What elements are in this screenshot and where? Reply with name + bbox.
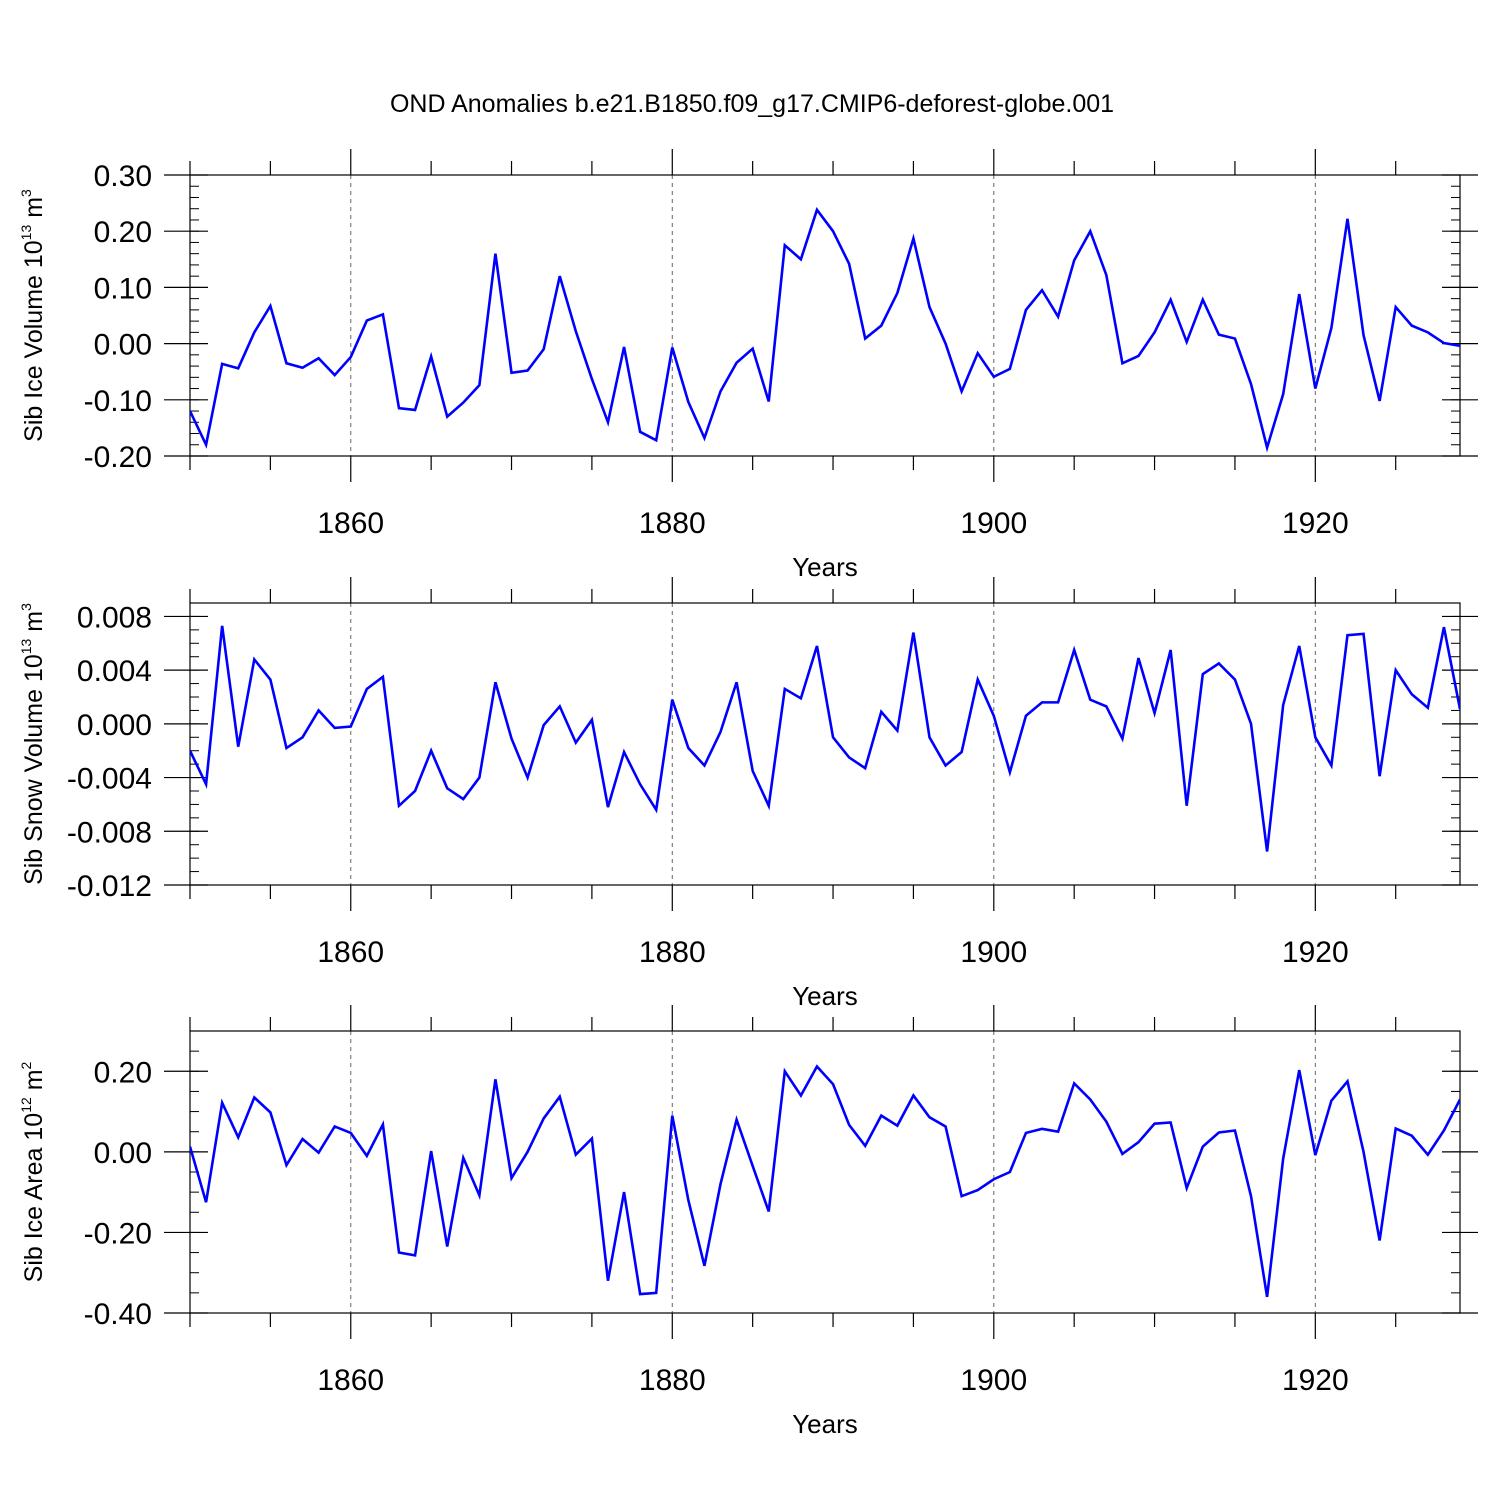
plot-frame [189,602,1461,886]
x-axis-label: Years [792,981,858,1011]
y-tick-label: 0.004 [77,655,152,688]
series-line-sib-snow-volume [190,625,1460,852]
y-axis-label: Sib Snow Volume 1013 m3 [18,603,48,885]
x-tick-label: 1920 [1282,507,1349,540]
x-tick-label: 1860 [317,936,384,969]
y-tick-label: -0.004 [67,763,152,796]
x-tick-label: 1880 [639,1364,706,1397]
chart-panel-1: -0.20 -0.10 0.00 0.10 0.20 0.30 1860 1880 1900 19… [18,149,1478,582]
x-tick-label: 1860 [317,1364,384,1397]
y-tick-label: 0.30 [94,160,152,193]
y-tick-label: -0.20 [84,441,152,474]
y-tick-label: 0.10 [94,272,152,305]
chart-panel-2: -0.012 -0.008 -0.004 0.000 0.004 0.008 1860 188… [18,577,1478,1011]
chart-panel-3: -0.40 -0.20 0.00 0.20 1860 1880 1900 1920 Years S… [18,1005,1478,1439]
y-axis-label: Sib Ice Area 1012 m2 [18,1061,48,1282]
x-tick-label: 1880 [639,507,706,540]
y-axis-label: Sib Ice Volume 1013 m3 [18,189,48,442]
plot-frame [189,174,1461,457]
y-tick-label: -0.20 [84,1217,152,1250]
x-tick-label: 1860 [317,507,384,540]
y-tick-label: 0.20 [94,1056,152,1089]
y-tick-label: 0.00 [94,329,152,362]
y-tick-label: -0.40 [84,1298,152,1331]
x-tick-label: 1900 [960,936,1027,969]
x-axis-label: Years [792,552,858,582]
chart-title: OND Anomalies b.e21.B1850.f09_g17.CMIP6-… [390,90,1114,118]
series-line-sib-ice-area [190,1064,1460,1298]
x-tick-label: 1880 [639,936,706,969]
y-tick-label: 0.00 [94,1137,152,1170]
y-tick-label: 0.000 [77,709,152,742]
x-tick-label: 1920 [1282,936,1349,969]
x-tick-label: 1920 [1282,1364,1349,1397]
x-tick-label: 1900 [960,507,1027,540]
y-tick-label: -0.10 [84,385,152,418]
y-tick-label: 0.008 [77,601,152,634]
x-axis-label: Years [792,1409,858,1439]
y-tick-label: -0.008 [67,816,152,849]
y-tick-label: -0.012 [67,870,152,903]
x-tick-label: 1900 [960,1364,1027,1397]
series-line-sib-ice-volume [190,207,1460,453]
y-tick-label: 0.20 [94,216,152,249]
